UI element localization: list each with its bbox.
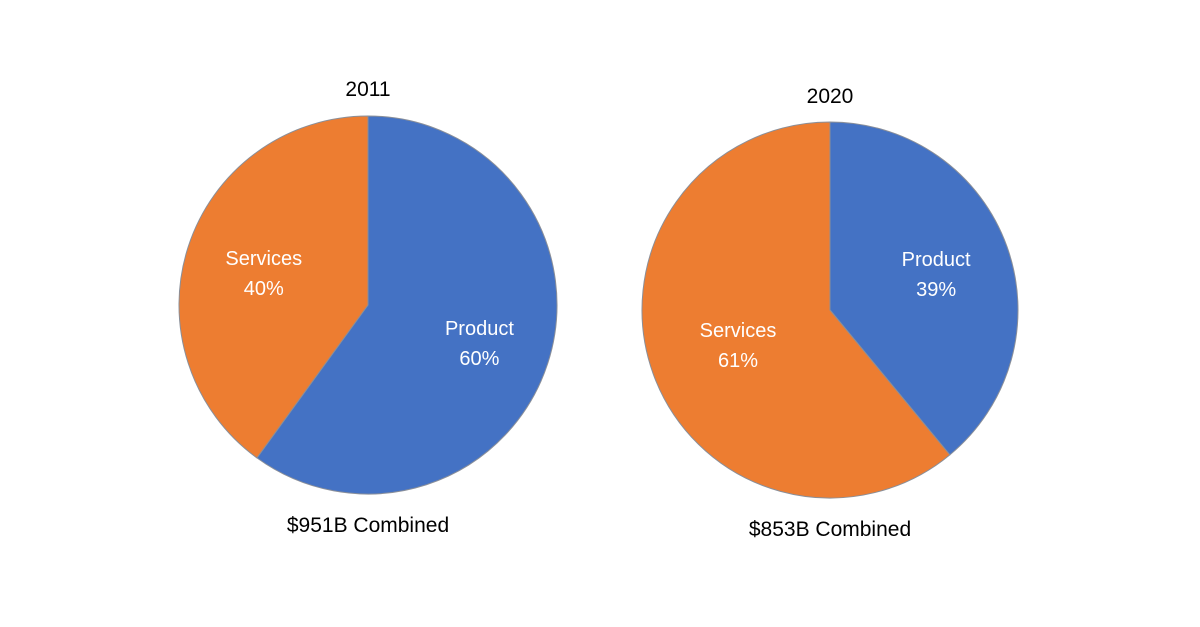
slice-label-value: 60% [459,348,499,370]
slice-label-name: Product [445,318,514,340]
pie-chart-2020: 2020 Product 39% Services 61% $853B Combine… [641,85,1019,541]
chart-title: 2020 [807,85,854,108]
pie-slice-product [256,115,558,495]
pie-slice-services [178,115,369,459]
slice-label-value: 61% [718,350,758,372]
pie-slice-services [641,121,951,499]
slice-label-name: Services [700,320,777,342]
slice-label-name: Services [225,248,302,270]
slice-label-name: Product [902,249,971,271]
chart-title: 2011 [345,78,390,101]
pie-slice-product [829,121,1019,456]
slice-label-value: 39% [916,279,956,301]
chart-caption: $853B Combined [749,518,911,541]
slice-label-value: 40% [244,278,284,300]
pie-chart-2011: 2011 Product 60% Services 40% $951B Combine… [178,78,558,537]
chart-caption: $951B Combined [287,514,449,537]
